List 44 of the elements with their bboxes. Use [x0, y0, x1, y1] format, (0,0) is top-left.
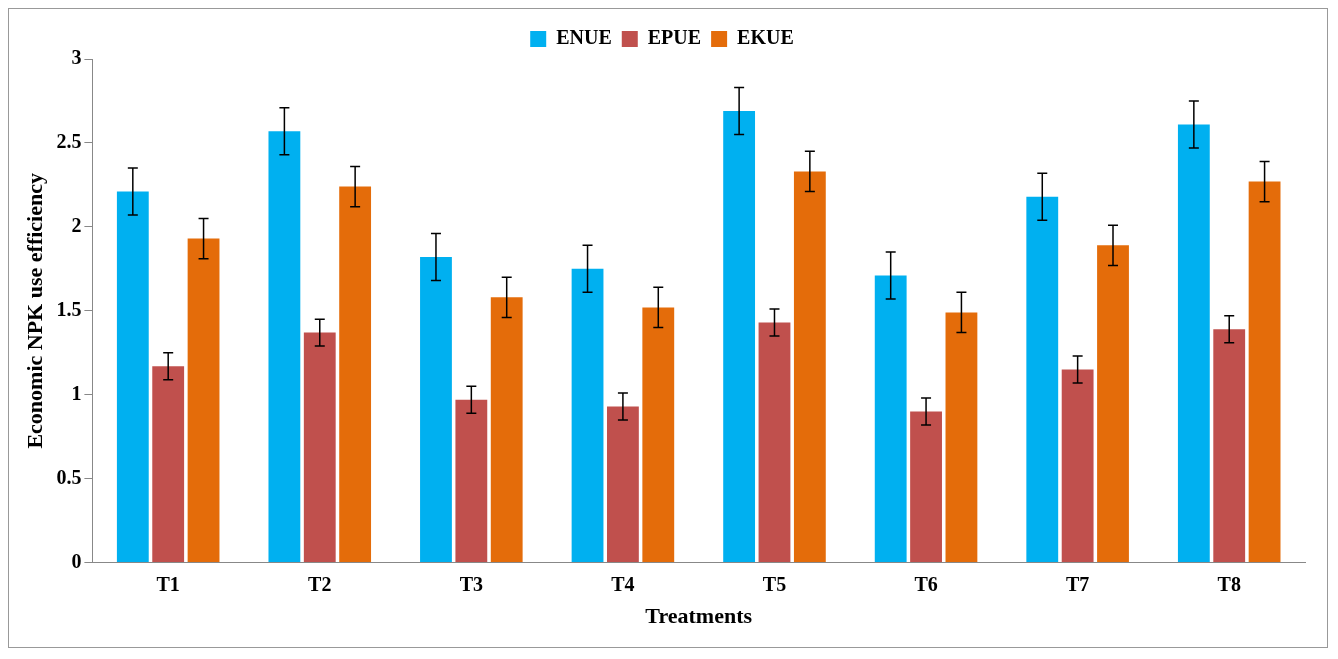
y-axis-title: Economic NPK use efficiency — [21, 173, 47, 449]
x-tick-label: T7 — [1065, 572, 1090, 595]
y-tick-label: 1 — [71, 381, 82, 404]
x-tick-label: T6 — [914, 572, 938, 595]
legend-label: EKUE — [737, 26, 794, 49]
bar — [607, 406, 639, 563]
bar — [1097, 245, 1129, 563]
bar — [1061, 369, 1094, 563]
bar — [1248, 181, 1281, 563]
bar — [420, 257, 452, 563]
legend-label: EPUE — [647, 26, 702, 49]
y-tick-label: 2 — [71, 214, 82, 237]
x-tick-label: T4 — [611, 572, 635, 595]
x-tick-label: T5 — [762, 572, 787, 595]
y-tick-label: 1.5 — [56, 297, 82, 320]
legend-label: ENUE — [556, 26, 612, 49]
y-tick-label: 3 — [71, 46, 82, 69]
bar — [723, 111, 756, 563]
bar — [455, 399, 488, 563]
bar — [1026, 196, 1059, 563]
y-tick-label: 2.5 — [56, 130, 82, 153]
bar — [490, 297, 523, 563]
x-tick-label: T3 — [459, 572, 484, 595]
x-tick-label: T2 — [308, 572, 332, 595]
bar — [1177, 124, 1210, 563]
bar — [268, 131, 301, 563]
bar — [1213, 329, 1246, 563]
bar — [874, 275, 907, 563]
x-tick-label: T1 — [156, 572, 180, 595]
bar — [339, 186, 372, 563]
bar — [945, 312, 978, 563]
x-tick-label: T8 — [1217, 572, 1241, 595]
bar — [116, 191, 149, 563]
bar — [571, 268, 604, 563]
bar — [152, 366, 185, 563]
bar — [187, 238, 220, 563]
bar — [910, 411, 942, 563]
y-tick-label: 0 — [71, 549, 82, 572]
bar — [303, 332, 336, 563]
bar — [642, 307, 675, 563]
x-axis-title: Treatments — [645, 603, 753, 629]
bar — [793, 171, 826, 563]
bar — [758, 322, 791, 563]
y-tick-label: 0.5 — [56, 465, 82, 488]
